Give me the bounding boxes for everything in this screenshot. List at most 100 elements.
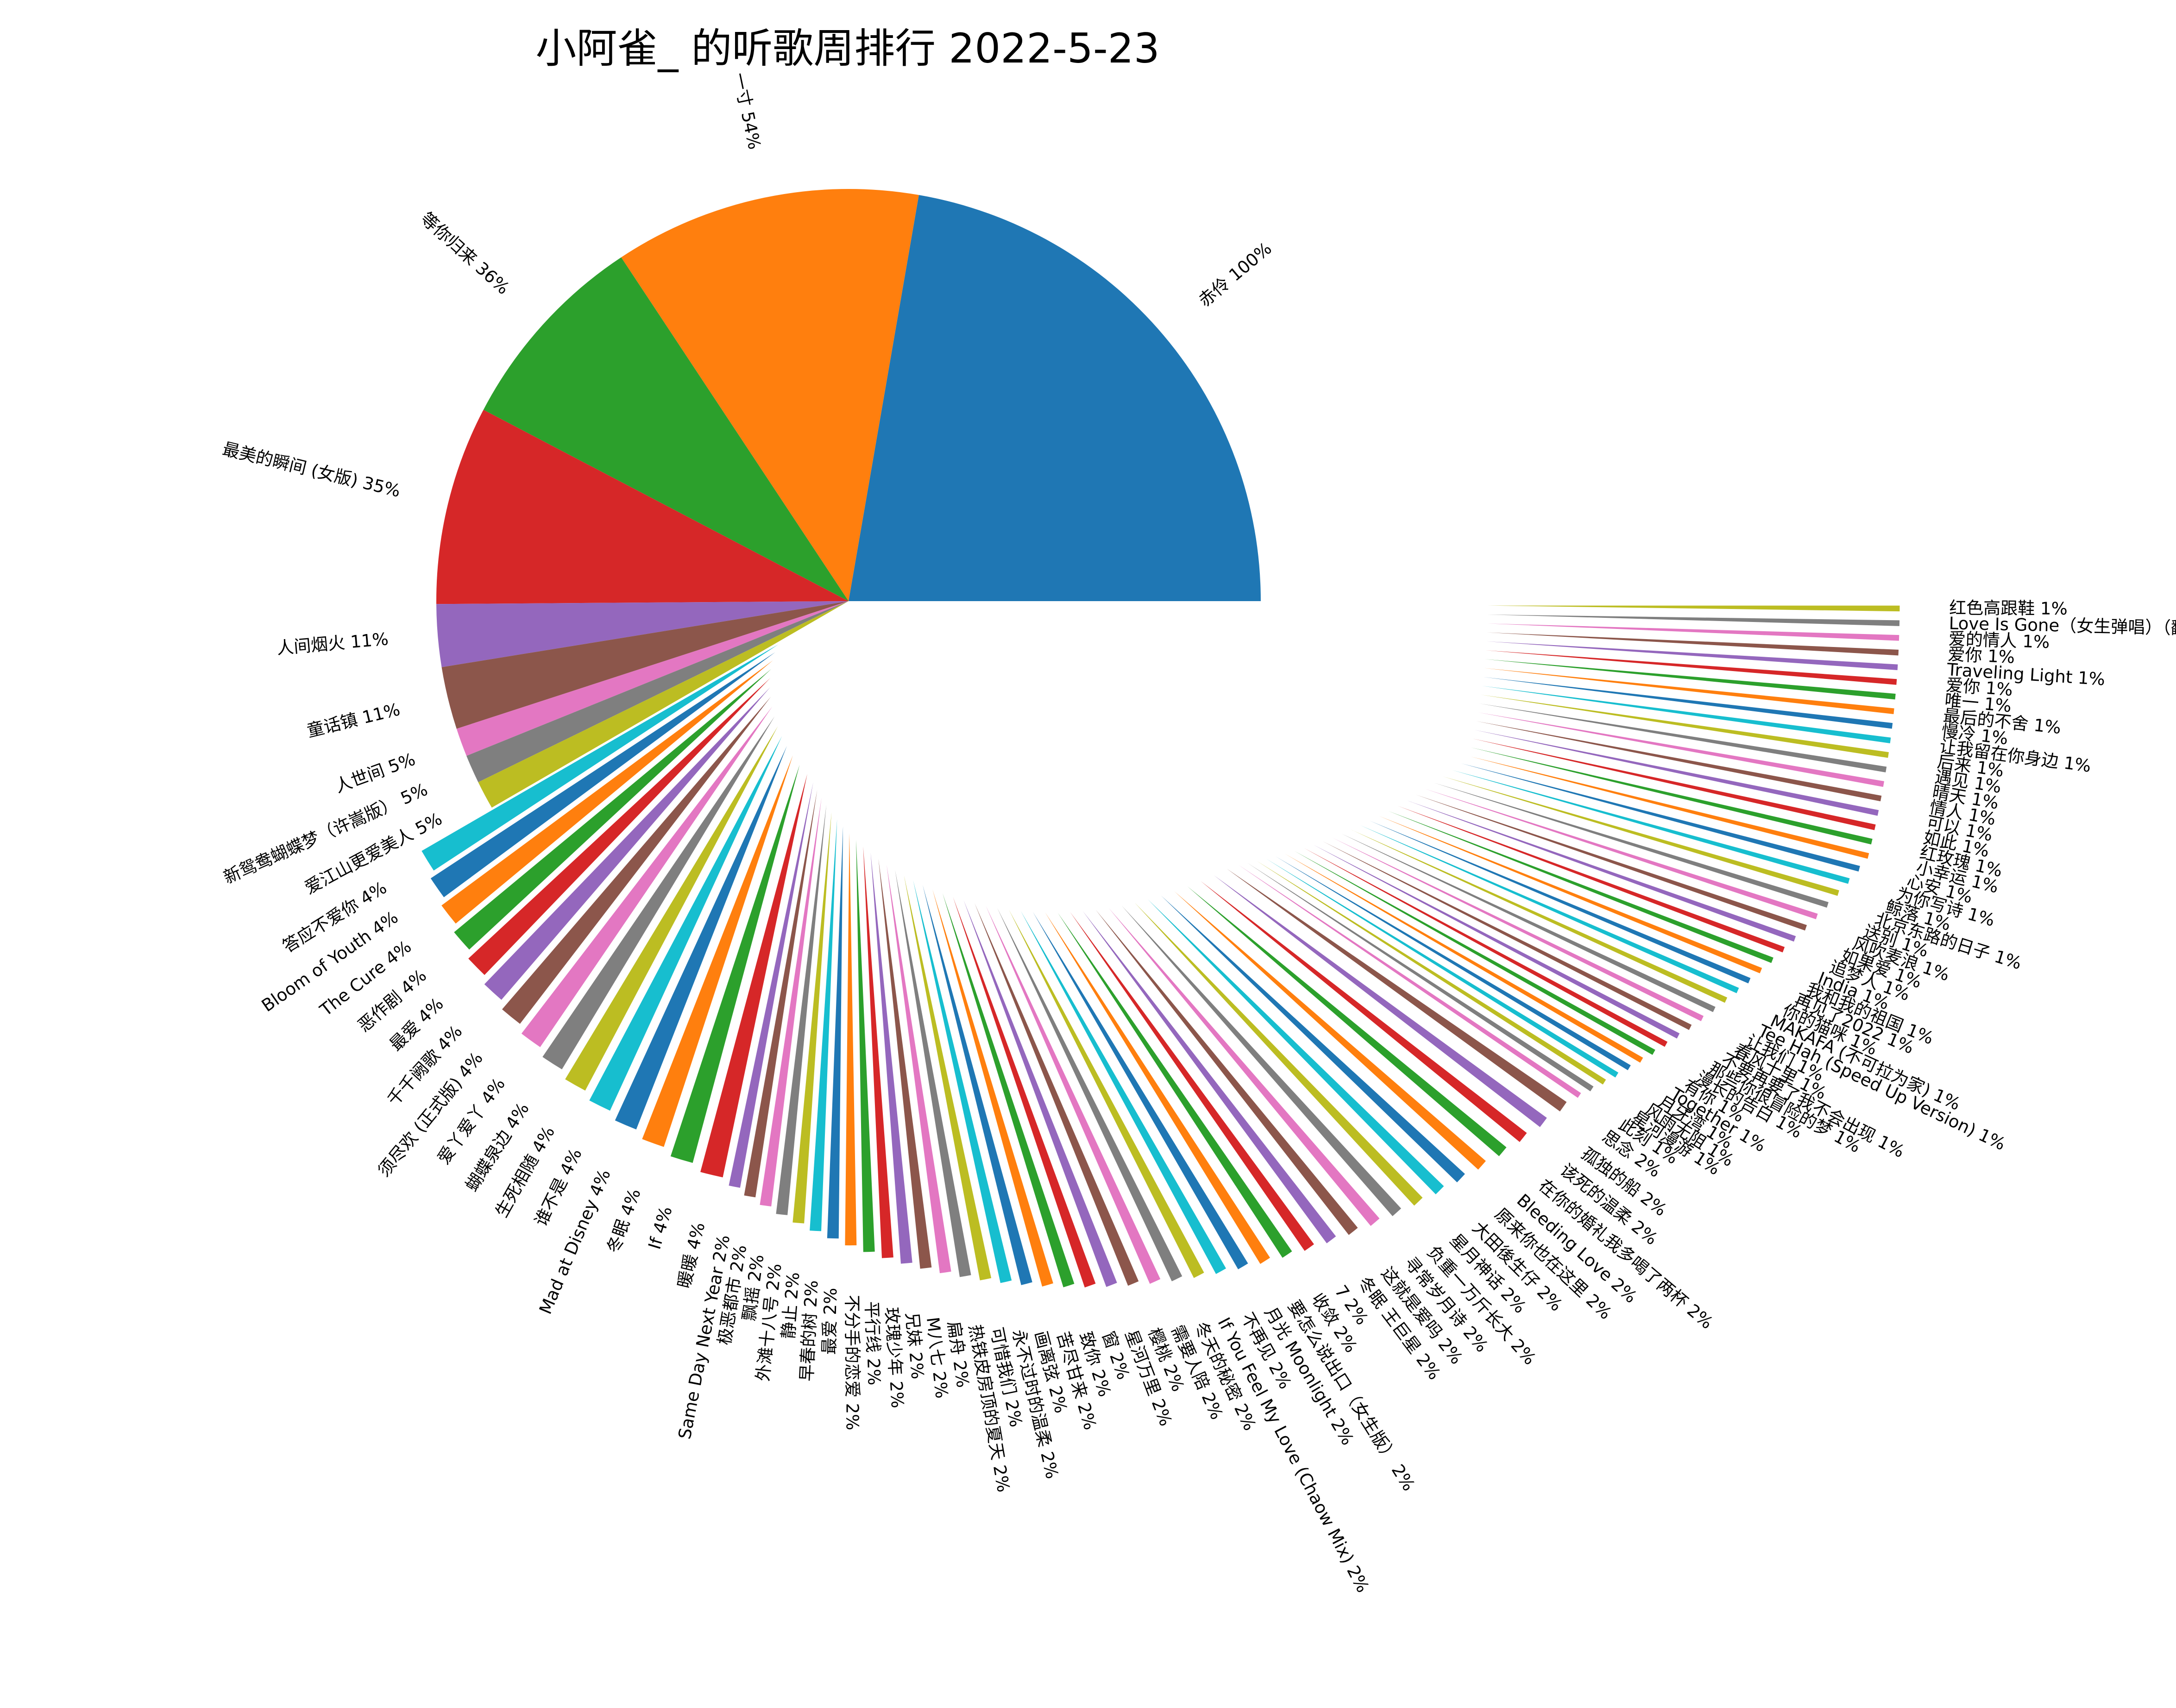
pie-slice <box>1485 650 1897 685</box>
pie-slice <box>1313 844 1680 1039</box>
pie-slice <box>441 660 773 924</box>
pie-slice <box>1121 905 1402 1216</box>
pie-slice <box>1479 703 1887 772</box>
pie-slice <box>776 804 827 1215</box>
pie-slice <box>1238 864 1581 1098</box>
pie-slice <box>963 900 1117 1287</box>
pie-slice <box>1148 899 1444 1194</box>
pie-slice <box>1275 856 1631 1070</box>
pie-slice <box>792 812 832 1224</box>
pie-slice <box>436 601 849 667</box>
pie-slice <box>1257 860 1606 1085</box>
pie-slice <box>542 716 775 1070</box>
pie-slice <box>1161 895 1465 1183</box>
pie-slice <box>1482 685 1891 743</box>
pie-slice <box>670 765 800 1163</box>
pie-slice <box>1483 677 1893 729</box>
pie-slice <box>975 903 1139 1286</box>
pie-slice <box>1187 886 1507 1156</box>
slice-label: If 4% <box>644 1204 676 1252</box>
slice-label: 赤伶 100% <box>1195 239 1275 311</box>
pie-slice <box>456 601 849 756</box>
pie-slice <box>1470 747 1873 845</box>
pie-slice <box>1095 910 1358 1235</box>
pie-slice <box>810 819 837 1231</box>
pie-slice <box>642 755 793 1147</box>
pie-slice <box>1134 903 1423 1206</box>
pie-slice <box>1214 875 1547 1127</box>
pie-slice <box>1332 837 1704 1021</box>
pie-slice <box>1452 770 1850 884</box>
pie-slice <box>1415 794 1807 931</box>
slice-label: 平行线 2% <box>862 1301 884 1386</box>
pie-slice <box>1487 614 1900 626</box>
pie-slice <box>430 652 775 898</box>
pie-slice <box>1226 868 1567 1111</box>
pie-slice <box>863 846 893 1258</box>
pie-slice <box>1486 641 1898 671</box>
pie-slice <box>565 726 778 1091</box>
pie-slice <box>760 797 822 1207</box>
pie-slice <box>1294 851 1655 1055</box>
slice-label: 爱的情人 1% <box>1948 629 2050 653</box>
pie-slice <box>1480 694 1889 758</box>
slice-label: 爱你 1% <box>1947 644 2015 667</box>
slice-label: 最美的瞬间 (女版) 35% <box>220 439 402 501</box>
pie-slice <box>744 790 818 1198</box>
slice-label: 一寸 54% <box>729 71 765 151</box>
pie-slice <box>1351 829 1728 1003</box>
pie-slice <box>441 601 849 729</box>
pie-slice <box>1484 668 1894 714</box>
pie-slice <box>1406 800 1796 942</box>
pie-slice <box>621 189 919 601</box>
pie-slice <box>468 678 771 975</box>
pie-slice <box>1425 789 1818 919</box>
pie-slice <box>1397 805 1785 953</box>
pie-slice <box>1478 712 1884 787</box>
slice-label: 在你的婚礼我多喝了两杯 2% <box>1535 1175 1717 1333</box>
pie-slice <box>729 782 813 1188</box>
pie-slice <box>997 908 1182 1281</box>
pie-slice <box>1082 911 1336 1243</box>
pie-slice <box>1388 810 1774 963</box>
pie-slice <box>1057 912 1292 1258</box>
pie-slice <box>615 746 787 1130</box>
slice-label: 不分手的恋爱 2% <box>842 1295 862 1431</box>
pie-slice <box>1487 605 1900 612</box>
pie-slice <box>1486 632 1899 656</box>
pie-wedges <box>421 189 1900 1287</box>
pie-slice <box>1484 659 1896 700</box>
pie-slice <box>1476 721 1882 802</box>
pie-slice <box>1201 881 1527 1142</box>
pie-slice <box>986 905 1161 1284</box>
slice-label: 红色高跟鞋 1% <box>1949 598 2068 619</box>
slice-label: 人间烟火 11% <box>276 629 390 658</box>
pie-slice <box>484 687 770 1000</box>
slice-label: 答应不爱你 4% <box>279 878 390 957</box>
pie-slice <box>1341 834 1716 1012</box>
pie-slice <box>1032 911 1248 1269</box>
slice-label: 冬眠 4% <box>603 1186 644 1256</box>
pie-slice <box>700 774 807 1178</box>
pie-slice <box>1434 783 1829 908</box>
pie-slice <box>483 257 849 601</box>
slice-label: 等你归来 36% <box>417 208 513 298</box>
pie-slice <box>1045 912 1270 1264</box>
pie-slice <box>1020 911 1226 1274</box>
pie-slice <box>1070 912 1314 1251</box>
pie-slice <box>849 195 1261 601</box>
pie-slice <box>1472 738 1876 830</box>
pie-slice <box>1009 910 1204 1278</box>
pie-slice <box>1247 862 1594 1092</box>
pie-slice <box>845 833 857 1246</box>
pie-slice <box>953 897 1096 1287</box>
pie-slice <box>856 840 875 1252</box>
pie-slice <box>421 644 779 871</box>
pie-slice <box>1174 891 1486 1170</box>
pie-slice <box>1285 854 1643 1063</box>
slice-label: 暖暖 4% <box>674 1220 709 1290</box>
pie-slice <box>922 885 1032 1285</box>
pie-slice <box>913 880 1012 1283</box>
pie-slice <box>1487 623 1899 641</box>
pie-slice <box>502 697 771 1024</box>
